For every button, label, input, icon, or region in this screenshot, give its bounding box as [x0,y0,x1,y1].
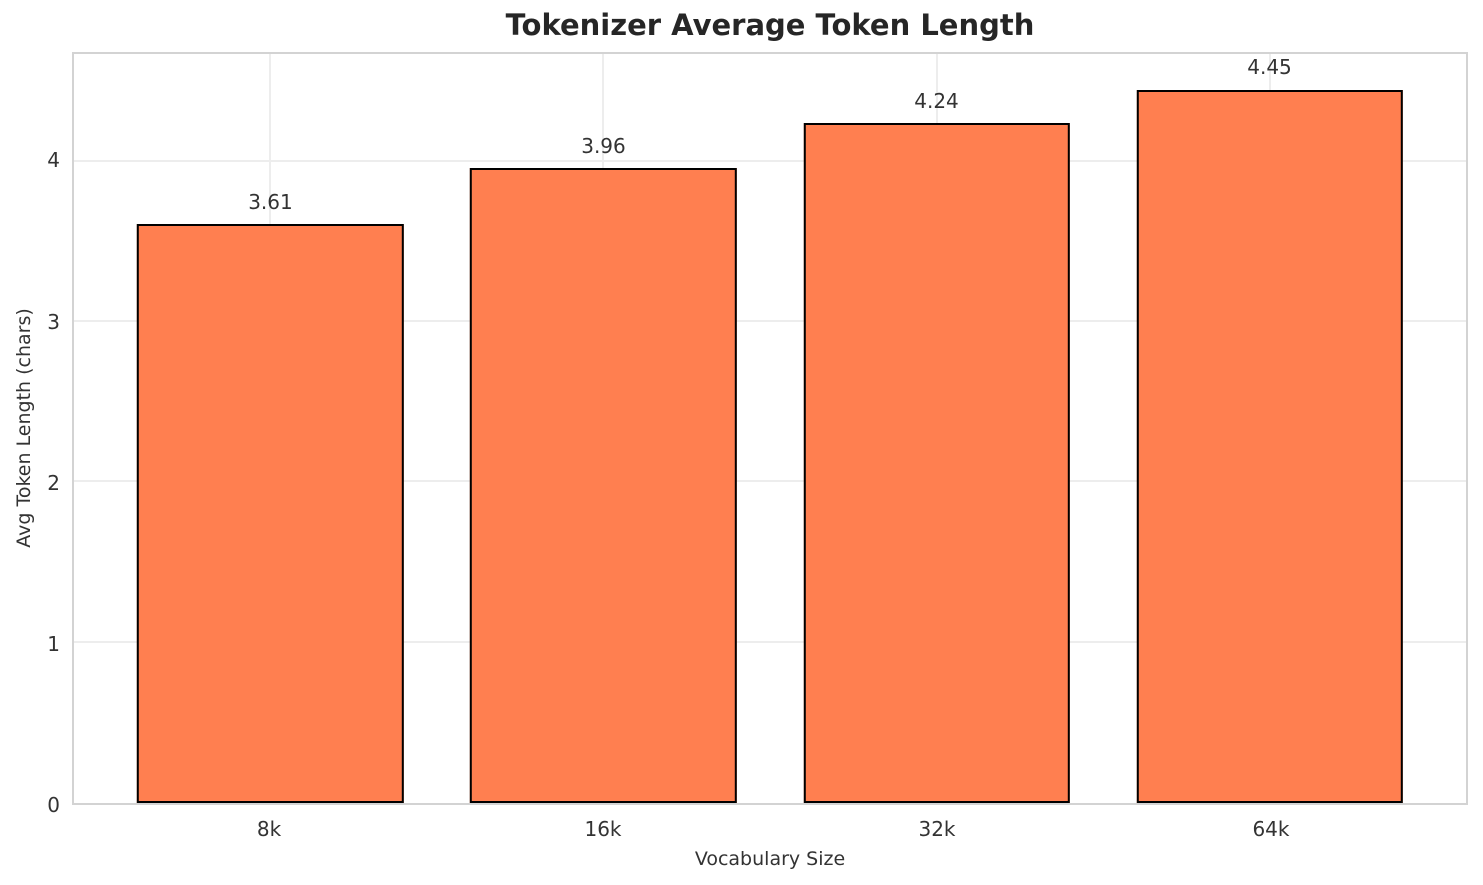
y-tick-label: 3 [47,309,60,334]
plot-area: 3.61 3.96 4.24 4.45 [72,52,1468,805]
x-axis-label: Vocabulary Size [694,848,846,870]
bar-value-label: 4.45 [1247,54,1292,79]
gridline-horizontal [74,480,1466,483]
bar-value-label: 4.24 [914,88,959,113]
x-tick-label: 64k [1252,817,1290,841]
bar-16k [470,168,737,803]
y-tick-label: 0 [47,793,60,817]
x-tick-label: 32k [918,817,956,841]
bar-64k [1136,89,1403,803]
gridline-horizontal [74,159,1466,162]
x-tick-label: 16k [584,817,622,841]
gridline-horizontal [74,640,1466,643]
y-tick-label: 4 [47,148,60,173]
bar-32k [803,123,1070,803]
bar-value-label: 3.96 [581,133,626,158]
y-tick-label: 1 [47,631,60,656]
chart-title: Tokenizer Average Token Length [505,8,1035,42]
bar-8k [137,224,404,803]
gridline-horizontal [74,320,1466,323]
x-tick-label: 8k [256,817,282,841]
bar-value-label: 3.61 [248,190,293,215]
y-tick-labels: 0 1 2 3 4 [0,52,72,817]
y-tick-label: 2 [47,470,60,495]
